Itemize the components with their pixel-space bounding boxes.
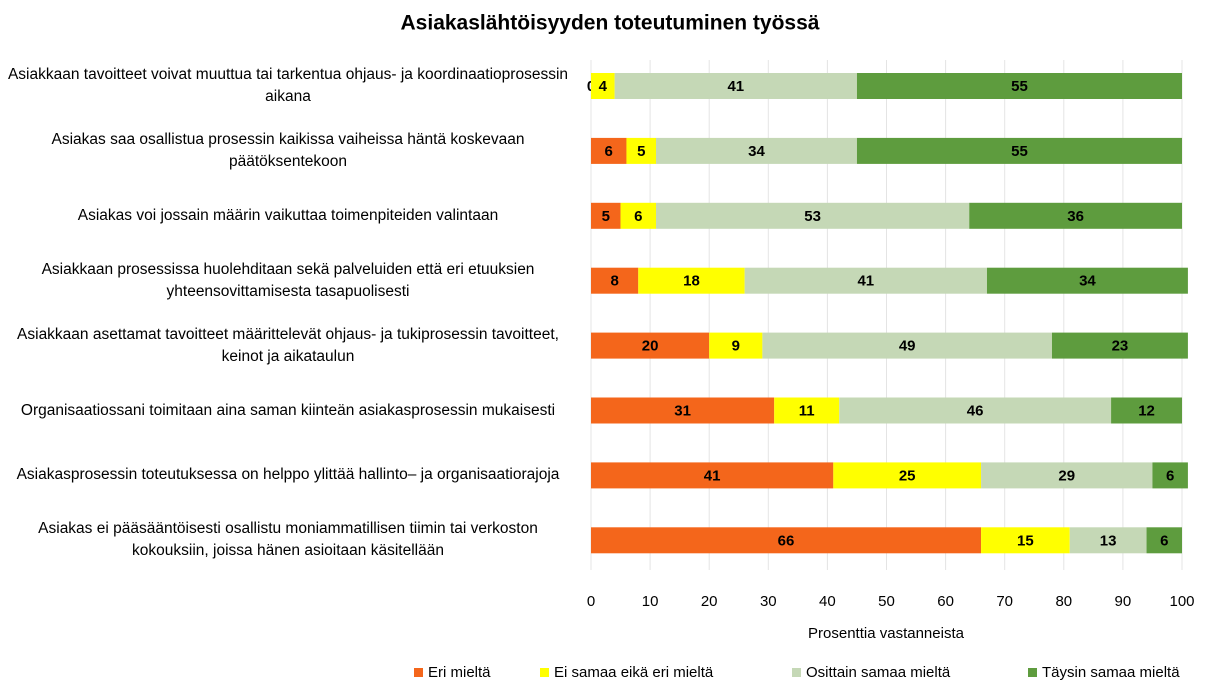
bar-segment (774, 397, 840, 424)
bar-segment (981, 527, 1070, 554)
data-label: 49 (899, 338, 916, 355)
legend-swatch (414, 668, 423, 677)
legend-label: Eri mieltä (428, 664, 491, 681)
data-label: 23 (1112, 338, 1129, 355)
bar-segment (1069, 527, 1147, 554)
data-label: 36 (1067, 208, 1084, 225)
data-label: 6 (634, 208, 642, 225)
bar-segment (591, 332, 710, 359)
bar-segment (833, 462, 982, 489)
bar-segment (986, 267, 1188, 294)
data-label: 13 (1100, 532, 1117, 549)
data-label: 55 (1011, 78, 1028, 95)
category-label: Asiakkaan prosessissa huolehditaan sekä … (41, 260, 535, 300)
data-label: 41 (857, 273, 874, 290)
bar-segment (656, 202, 970, 229)
bar-segment (1111, 397, 1182, 424)
bar-segment (839, 397, 1112, 424)
data-label: 6 (605, 143, 613, 160)
data-label: 41 (727, 78, 744, 95)
bar-segment (856, 73, 1182, 99)
data-label: 25 (899, 467, 916, 484)
data-label: 66 (778, 532, 795, 549)
bar-segment (656, 137, 857, 164)
data-label: 53 (804, 208, 821, 225)
data-label: 34 (748, 143, 765, 160)
legend-swatch (540, 668, 549, 677)
bar-segment (744, 267, 987, 294)
category-label: Asiakas ei pääsääntöisesti osallistu mon… (38, 520, 538, 560)
x-tick-label: 50 (878, 593, 895, 610)
x-tick-label: 20 (701, 593, 718, 610)
bar-segment (856, 137, 1182, 164)
legend-swatch (1028, 668, 1037, 677)
bar-segment (620, 202, 657, 229)
data-label: 5 (602, 208, 610, 225)
bar-segment (626, 137, 657, 164)
x-tick-label: 80 (1055, 593, 1072, 610)
x-tick-label: 40 (819, 593, 836, 610)
bar-segment (591, 462, 834, 489)
data-label: 12 (1138, 402, 1155, 419)
bar-segment (591, 267, 639, 294)
bar-segment (981, 462, 1153, 489)
legend-label: Osittain samaa mieltä (806, 664, 951, 681)
data-label: 34 (1079, 273, 1096, 290)
category-label: Asiakkaan tavoitteet voivat muuttua tai … (7, 66, 569, 105)
bar-segment (969, 202, 1182, 229)
bar-segment (638, 267, 745, 294)
category-label: Organisaatiossani toimitaan aina saman k… (20, 401, 556, 419)
bar-segment (762, 332, 1052, 359)
chart-title: Asiakaslähtöisyyden toteutuminen työssä (401, 12, 820, 35)
bar-segment (591, 73, 615, 99)
legend-label: Ei samaa eikä eri mieltä (554, 664, 714, 681)
data-label: 20 (642, 338, 659, 355)
data-label: 31 (674, 402, 691, 419)
category-label: Asiakas saa osallistua prosessin kaikiss… (51, 130, 525, 170)
bar-segment (1051, 332, 1188, 359)
data-label: 55 (1011, 143, 1028, 160)
bar-segment (591, 397, 775, 424)
x-tick-label: 60 (937, 593, 954, 610)
data-label: 15 (1017, 532, 1034, 549)
data-label: 4 (599, 78, 608, 95)
data-label: 41 (704, 467, 721, 484)
x-tick-label: 10 (642, 593, 659, 610)
bar-segment (1146, 527, 1182, 554)
bar-segment (591, 202, 621, 229)
data-label: 18 (683, 273, 700, 290)
legend-swatch (792, 668, 801, 677)
bar-segment (591, 527, 982, 554)
x-tick-label: 90 (1115, 593, 1132, 610)
bar-segment (591, 137, 627, 164)
bar-segment (709, 332, 763, 359)
data-label: 11 (799, 402, 815, 419)
data-label: 6 (1166, 467, 1174, 484)
x-tick-label: 70 (996, 593, 1013, 610)
bar-segment (1152, 462, 1188, 489)
x-axis-label: Prosenttia vastanneista (808, 625, 965, 642)
bar-segment (614, 73, 857, 99)
x-tick-label: 100 (1169, 593, 1194, 610)
data-label: 5 (637, 143, 645, 160)
data-label: 8 (610, 273, 618, 290)
data-label: 29 (1058, 467, 1075, 484)
data-label: 46 (967, 402, 984, 419)
category-label: Asiakkaan asettamat tavoitteet määrittel… (17, 325, 559, 365)
data-label: 9 (732, 338, 740, 355)
category-label: Asiakasprosessin toteutuksessa on helppo… (16, 466, 560, 484)
category-label: Asiakas voi jossain määrin vaikuttaa toi… (77, 206, 499, 224)
data-label: 6 (1160, 532, 1168, 549)
legend-label: Täysin samaa mieltä (1042, 664, 1180, 681)
x-tick-label: 0 (587, 593, 595, 610)
x-tick-label: 30 (760, 593, 777, 610)
